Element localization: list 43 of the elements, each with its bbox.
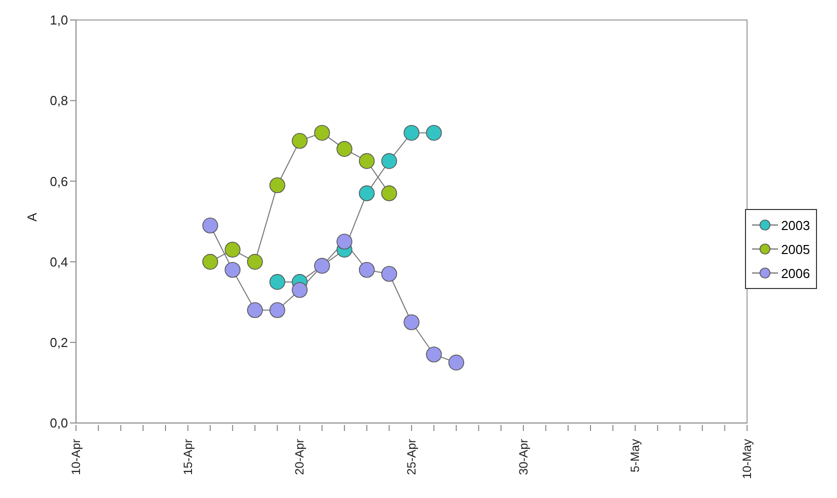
x-tick-label: 20-Apr xyxy=(292,439,307,476)
point xyxy=(404,314,420,330)
point xyxy=(224,242,240,258)
legend-label: 2003 xyxy=(781,218,810,232)
y-tick-label: 1,0 xyxy=(50,12,68,28)
x-tick-label: 25-Apr xyxy=(404,439,419,476)
y-tick-label: 0,6 xyxy=(50,174,68,189)
point xyxy=(381,266,398,282)
point xyxy=(358,185,375,202)
point xyxy=(292,133,308,149)
point xyxy=(292,282,308,298)
point xyxy=(381,185,398,202)
y-axis-title: A xyxy=(24,212,40,222)
x-tick-label: 10-May xyxy=(740,439,754,480)
point xyxy=(358,153,375,169)
point xyxy=(404,124,420,141)
point xyxy=(247,254,263,270)
legend-label: 2005 xyxy=(781,242,810,256)
x-tick-label: 15-Apr xyxy=(180,439,195,476)
point xyxy=(381,153,398,169)
point xyxy=(202,218,218,234)
point xyxy=(336,141,352,157)
y-tick-label: 0,8 xyxy=(50,93,68,108)
x-tick-label: 30-Apr xyxy=(516,439,530,476)
point xyxy=(314,124,330,141)
point xyxy=(426,346,442,362)
point xyxy=(314,258,330,274)
point xyxy=(247,302,263,318)
x-tick-label: 10-Apr xyxy=(69,439,83,476)
point xyxy=(224,262,240,278)
y-tick-label: 0,4 xyxy=(50,254,68,270)
point xyxy=(358,262,375,278)
point xyxy=(269,177,286,194)
point xyxy=(336,234,352,250)
point xyxy=(426,124,442,141)
x-tick-label: 5-May xyxy=(628,439,642,472)
point xyxy=(202,254,218,270)
point xyxy=(448,354,464,370)
y-tick-label: 0,2 xyxy=(50,335,68,350)
y-tick-label: 0,0 xyxy=(50,416,68,431)
point xyxy=(269,274,286,290)
point xyxy=(269,302,286,318)
legend-label: 2006 xyxy=(781,266,810,280)
